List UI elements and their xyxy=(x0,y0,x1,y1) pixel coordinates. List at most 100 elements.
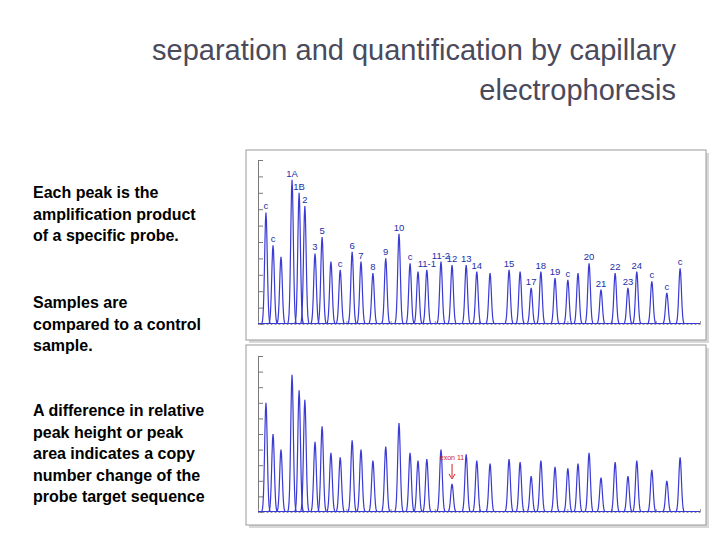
peak xyxy=(300,400,309,512)
y-tick-mark xyxy=(258,450,263,451)
y-tick-mark xyxy=(258,481,263,482)
peak xyxy=(326,453,335,512)
y-tick-mark xyxy=(258,193,263,194)
paragraph-line: probe target sequence xyxy=(33,488,205,505)
peak xyxy=(574,273,583,324)
y-tick xyxy=(258,372,263,373)
y-tick-mark xyxy=(258,176,263,177)
paragraph-line: Each peak is the xyxy=(33,184,158,201)
peak-label: 6 xyxy=(349,240,354,251)
x-axis-line xyxy=(259,512,701,513)
peak xyxy=(356,262,365,324)
y-tick-mark xyxy=(258,258,263,259)
peak-label: 22 xyxy=(610,261,621,272)
peak-label: c xyxy=(264,200,269,211)
y-tick xyxy=(258,275,263,276)
peak xyxy=(585,263,594,324)
y-tick xyxy=(258,450,263,451)
peak xyxy=(596,478,605,512)
peak xyxy=(574,464,583,512)
peak-label: c xyxy=(649,269,654,280)
y-tick-mark xyxy=(258,242,263,243)
paragraph-line: amplification product xyxy=(33,206,196,223)
paragraph-line: sample. xyxy=(33,337,93,354)
peak-label: c xyxy=(565,268,570,279)
peak xyxy=(448,265,457,324)
peak xyxy=(381,258,390,323)
peak xyxy=(676,268,685,324)
peak xyxy=(394,234,403,324)
peak xyxy=(527,288,536,324)
y-tick-mark xyxy=(258,308,263,309)
peak xyxy=(662,481,671,512)
baseline xyxy=(258,323,700,324)
peak xyxy=(647,470,656,512)
peak-label: 23 xyxy=(623,276,634,287)
peak xyxy=(381,446,390,511)
peak xyxy=(318,237,327,324)
peak xyxy=(563,280,572,324)
paragraph-line: area indicates a copy xyxy=(33,445,195,462)
y-tick-mark xyxy=(258,209,263,210)
y-tick-mark xyxy=(258,160,263,161)
peak-label: c xyxy=(338,258,343,269)
y-tick-mark xyxy=(258,434,263,435)
peak-label: c xyxy=(271,233,276,244)
peak xyxy=(348,252,357,324)
peak xyxy=(336,270,345,324)
y-tick-mark xyxy=(258,372,263,373)
peak xyxy=(448,484,457,512)
y-tick-mark xyxy=(258,403,263,404)
y-tick xyxy=(258,291,263,292)
paragraph-line: compared to a control xyxy=(33,316,201,333)
y-tick xyxy=(258,176,263,177)
peak-label: 18 xyxy=(536,260,547,271)
peak-label: 20 xyxy=(584,251,595,262)
peak-label: 17 xyxy=(526,276,537,287)
peak xyxy=(505,459,514,512)
paragraph-line: peak height or peak xyxy=(33,424,183,441)
peak xyxy=(472,461,481,512)
peak xyxy=(596,290,605,324)
peak xyxy=(585,453,594,512)
y-tick xyxy=(258,209,263,210)
annotation: exon 11 xyxy=(440,454,464,461)
peak xyxy=(536,272,545,324)
y-tick xyxy=(258,242,263,243)
peak-label: 7 xyxy=(358,250,363,261)
paragraph-line: of a specific probe. xyxy=(33,227,179,244)
peak xyxy=(406,453,415,512)
y-tick xyxy=(258,496,263,497)
peak-label: 3 xyxy=(312,241,317,252)
peak xyxy=(348,440,357,512)
y-tick xyxy=(258,418,263,419)
peak xyxy=(472,272,481,324)
y-tick xyxy=(258,258,263,259)
trace xyxy=(258,180,700,324)
peak xyxy=(662,293,671,324)
peak xyxy=(527,476,536,512)
peak xyxy=(414,272,423,324)
y-tick xyxy=(258,465,263,466)
peak-label: 9 xyxy=(383,246,388,257)
slide-title: electrophoresis xyxy=(479,74,676,106)
peak-label: 8 xyxy=(370,261,375,272)
paragraph-line: number change of the xyxy=(33,467,200,484)
peak-label: 14 xyxy=(472,260,483,271)
y-axis xyxy=(258,161,263,325)
x-tick xyxy=(700,321,701,324)
peak xyxy=(276,450,285,512)
peak xyxy=(516,272,525,324)
peak xyxy=(563,468,572,512)
peak-label: 19 xyxy=(550,266,561,277)
peak-label: 21 xyxy=(596,278,607,289)
y-tick-mark xyxy=(258,275,263,276)
y-tick-mark xyxy=(258,387,263,388)
peak xyxy=(611,462,620,512)
peak xyxy=(611,273,620,324)
peak xyxy=(623,288,632,324)
x-axis-line xyxy=(259,324,701,325)
peak xyxy=(406,263,415,324)
peak-label: 10 xyxy=(394,222,405,233)
y-axis xyxy=(258,357,263,513)
